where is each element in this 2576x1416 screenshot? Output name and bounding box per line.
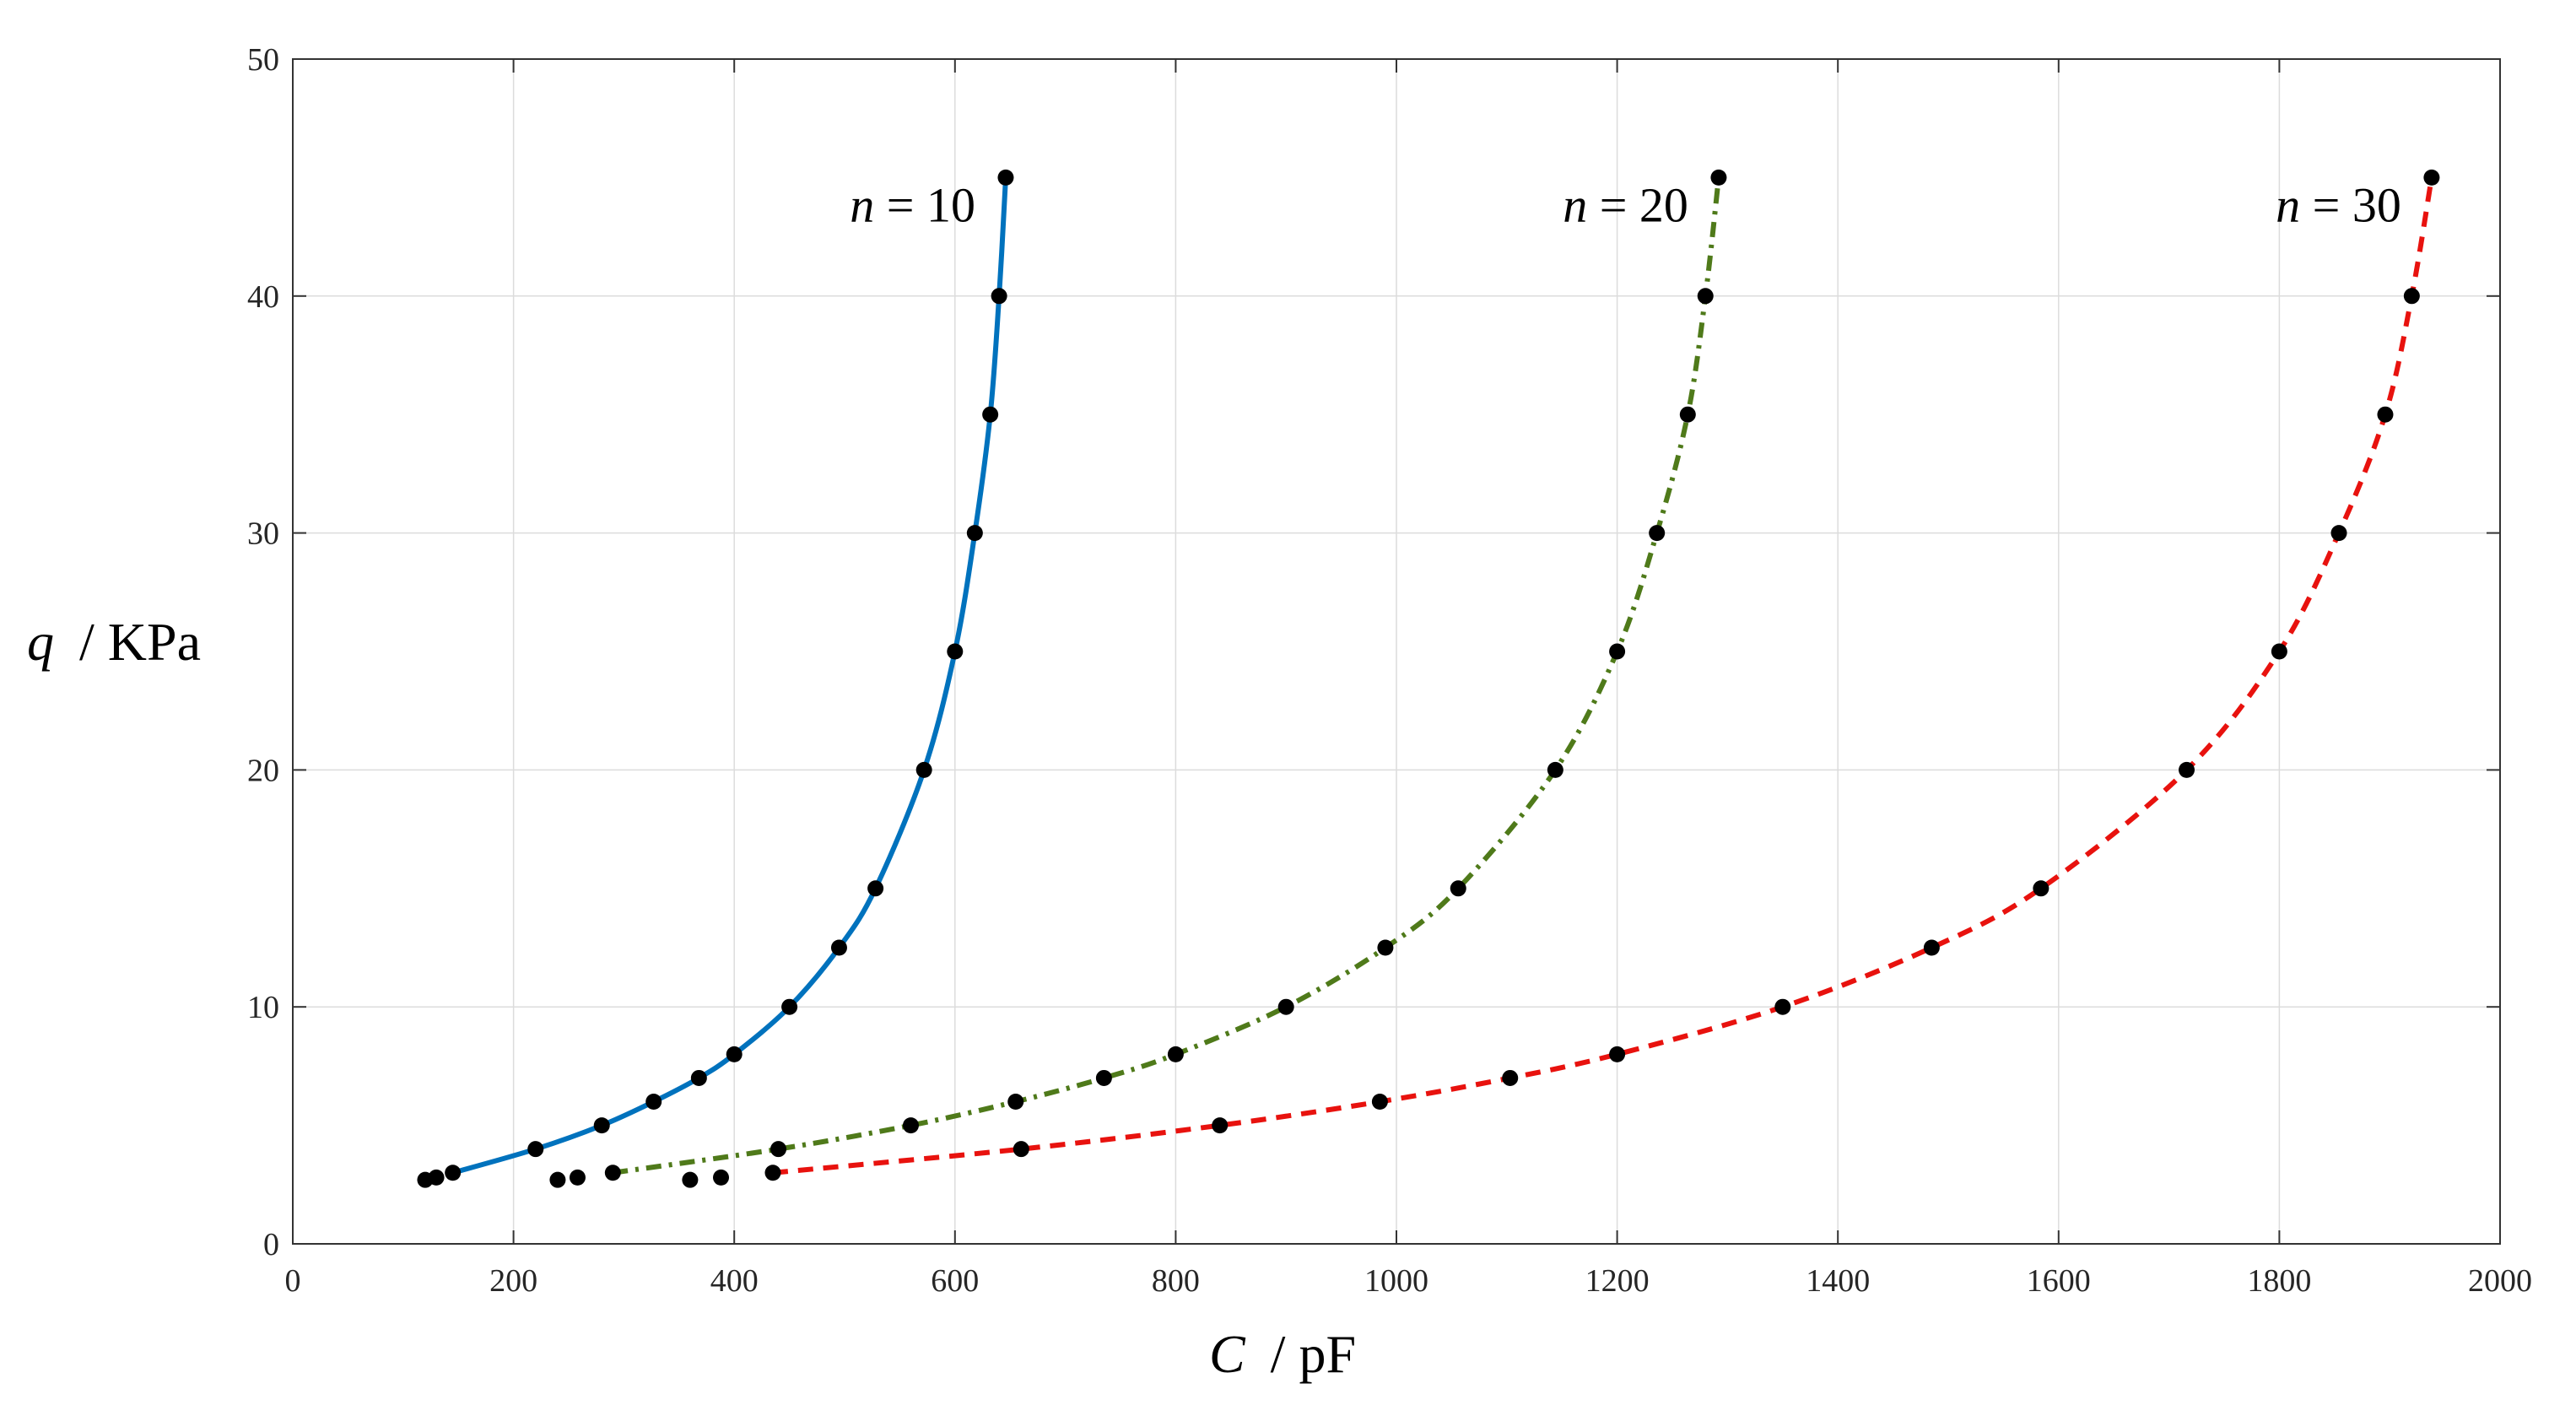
- data-point: [1277, 998, 1294, 1015]
- data-point: [569, 1169, 586, 1186]
- series-label-var: n: [850, 177, 874, 232]
- data-point: [645, 1094, 662, 1111]
- data-point: [713, 1169, 730, 1186]
- data-point: [915, 761, 932, 778]
- data-point: [997, 169, 1014, 186]
- x-tick-label: 0: [285, 1263, 301, 1299]
- y-tick-label: 0: [263, 1227, 279, 1262]
- grid: [293, 59, 2500, 1244]
- x-tick-label: 1000: [1364, 1263, 1428, 1299]
- data-point: [1774, 998, 1791, 1015]
- series-line-3: [772, 176, 2434, 1175]
- data-point: [770, 1141, 787, 1158]
- x-axis-symbol: C: [1209, 1324, 1246, 1384]
- data-point: [947, 643, 964, 660]
- x-axis-unit: / pF: [1271, 1324, 1356, 1384]
- x-tick-label: 1600: [2027, 1263, 2091, 1299]
- series-line-2: [612, 177, 1721, 1175]
- data-point: [1007, 1094, 1024, 1111]
- data-point: [867, 880, 884, 897]
- data-point: [1450, 880, 1466, 897]
- y-axis-unit: / KPa: [79, 612, 201, 672]
- data-point: [2403, 288, 2420, 305]
- data-point: [1649, 525, 1666, 542]
- y-tick-label: 40: [247, 279, 279, 315]
- x-tick-label: 200: [489, 1263, 537, 1299]
- data-point: [593, 1117, 610, 1134]
- series-label-value: = 20: [1587, 177, 1688, 232]
- data-point: [1013, 1141, 1029, 1158]
- x-tick-label: 2000: [2468, 1263, 2532, 1299]
- data-point: [764, 1165, 781, 1181]
- data-point: [902, 1117, 919, 1134]
- x-axis-title: C / pF: [1209, 1324, 1356, 1384]
- data-point: [726, 1046, 743, 1062]
- data-point: [781, 998, 798, 1015]
- data-point: [2423, 169, 2440, 186]
- data-point: [682, 1171, 699, 1188]
- data-point: [2377, 406, 2394, 423]
- data-point: [428, 1169, 445, 1186]
- series-label-var: n: [2276, 177, 2300, 232]
- data-point: [1377, 939, 1394, 956]
- y-tick-label: 20: [247, 753, 279, 788]
- data-point: [2179, 761, 2195, 778]
- y-axis-title: q / KPa: [27, 612, 201, 672]
- data-point: [1502, 1069, 1519, 1086]
- data-point: [1609, 1046, 1626, 1062]
- series-markers: [417, 169, 2440, 1188]
- x-tick-label: 1800: [2247, 1263, 2311, 1299]
- data-point: [1095, 1069, 1112, 1086]
- x-tick-labels: 0 200 400 600 800 1000 1200 1400 1600 1800 2000: [285, 1263, 2533, 1299]
- data-point: [527, 1141, 544, 1158]
- data-point: [690, 1069, 707, 1086]
- series-label-value: = 30: [2300, 177, 2401, 232]
- data-point: [1679, 406, 1696, 423]
- y-tick-label: 30: [247, 516, 279, 552]
- x-tick-label: 1400: [1806, 1263, 1870, 1299]
- x-tick-label: 800: [1152, 1263, 1200, 1299]
- data-point: [604, 1165, 621, 1181]
- data-point: [2033, 880, 2049, 897]
- data-point: [1697, 288, 1714, 305]
- y-axis-symbol: q: [27, 612, 54, 672]
- data-point: [1923, 939, 1940, 956]
- data-point: [982, 406, 999, 423]
- series-line-1: [451, 177, 1008, 1175]
- data-point: [2330, 525, 2347, 542]
- y-tick-labels: 0 10 20 30 40 50: [247, 42, 279, 1262]
- x-tick-label: 400: [710, 1263, 759, 1299]
- data-point: [1167, 1046, 1184, 1062]
- data-point: [830, 939, 847, 956]
- data-point: [445, 1165, 462, 1181]
- x-tick-label: 600: [931, 1263, 979, 1299]
- data-point: [991, 288, 1007, 305]
- series-labels: n = 10 n = 20 n = 30: [850, 177, 2401, 232]
- series-label-1: n = 10: [850, 177, 975, 232]
- data-point: [549, 1171, 566, 1188]
- series-lines: [451, 176, 2434, 1175]
- series-label-var: n: [1563, 177, 1587, 232]
- data-point: [1371, 1094, 1388, 1111]
- tick-marks: [292, 58, 2501, 1245]
- data-point: [2271, 643, 2287, 660]
- y-tick-label: 10: [247, 990, 279, 1025]
- data-point: [1212, 1117, 1229, 1134]
- data-point: [1609, 643, 1626, 660]
- series-label-2: n = 20: [1563, 177, 1688, 232]
- series-label-value: = 10: [874, 177, 975, 232]
- series-label-3: n = 30: [2276, 177, 2401, 232]
- x-tick-label: 1200: [1585, 1263, 1650, 1299]
- y-tick-label: 50: [247, 42, 279, 78]
- data-point: [1710, 169, 1727, 186]
- data-point: [966, 525, 983, 542]
- data-point: [1547, 761, 1563, 778]
